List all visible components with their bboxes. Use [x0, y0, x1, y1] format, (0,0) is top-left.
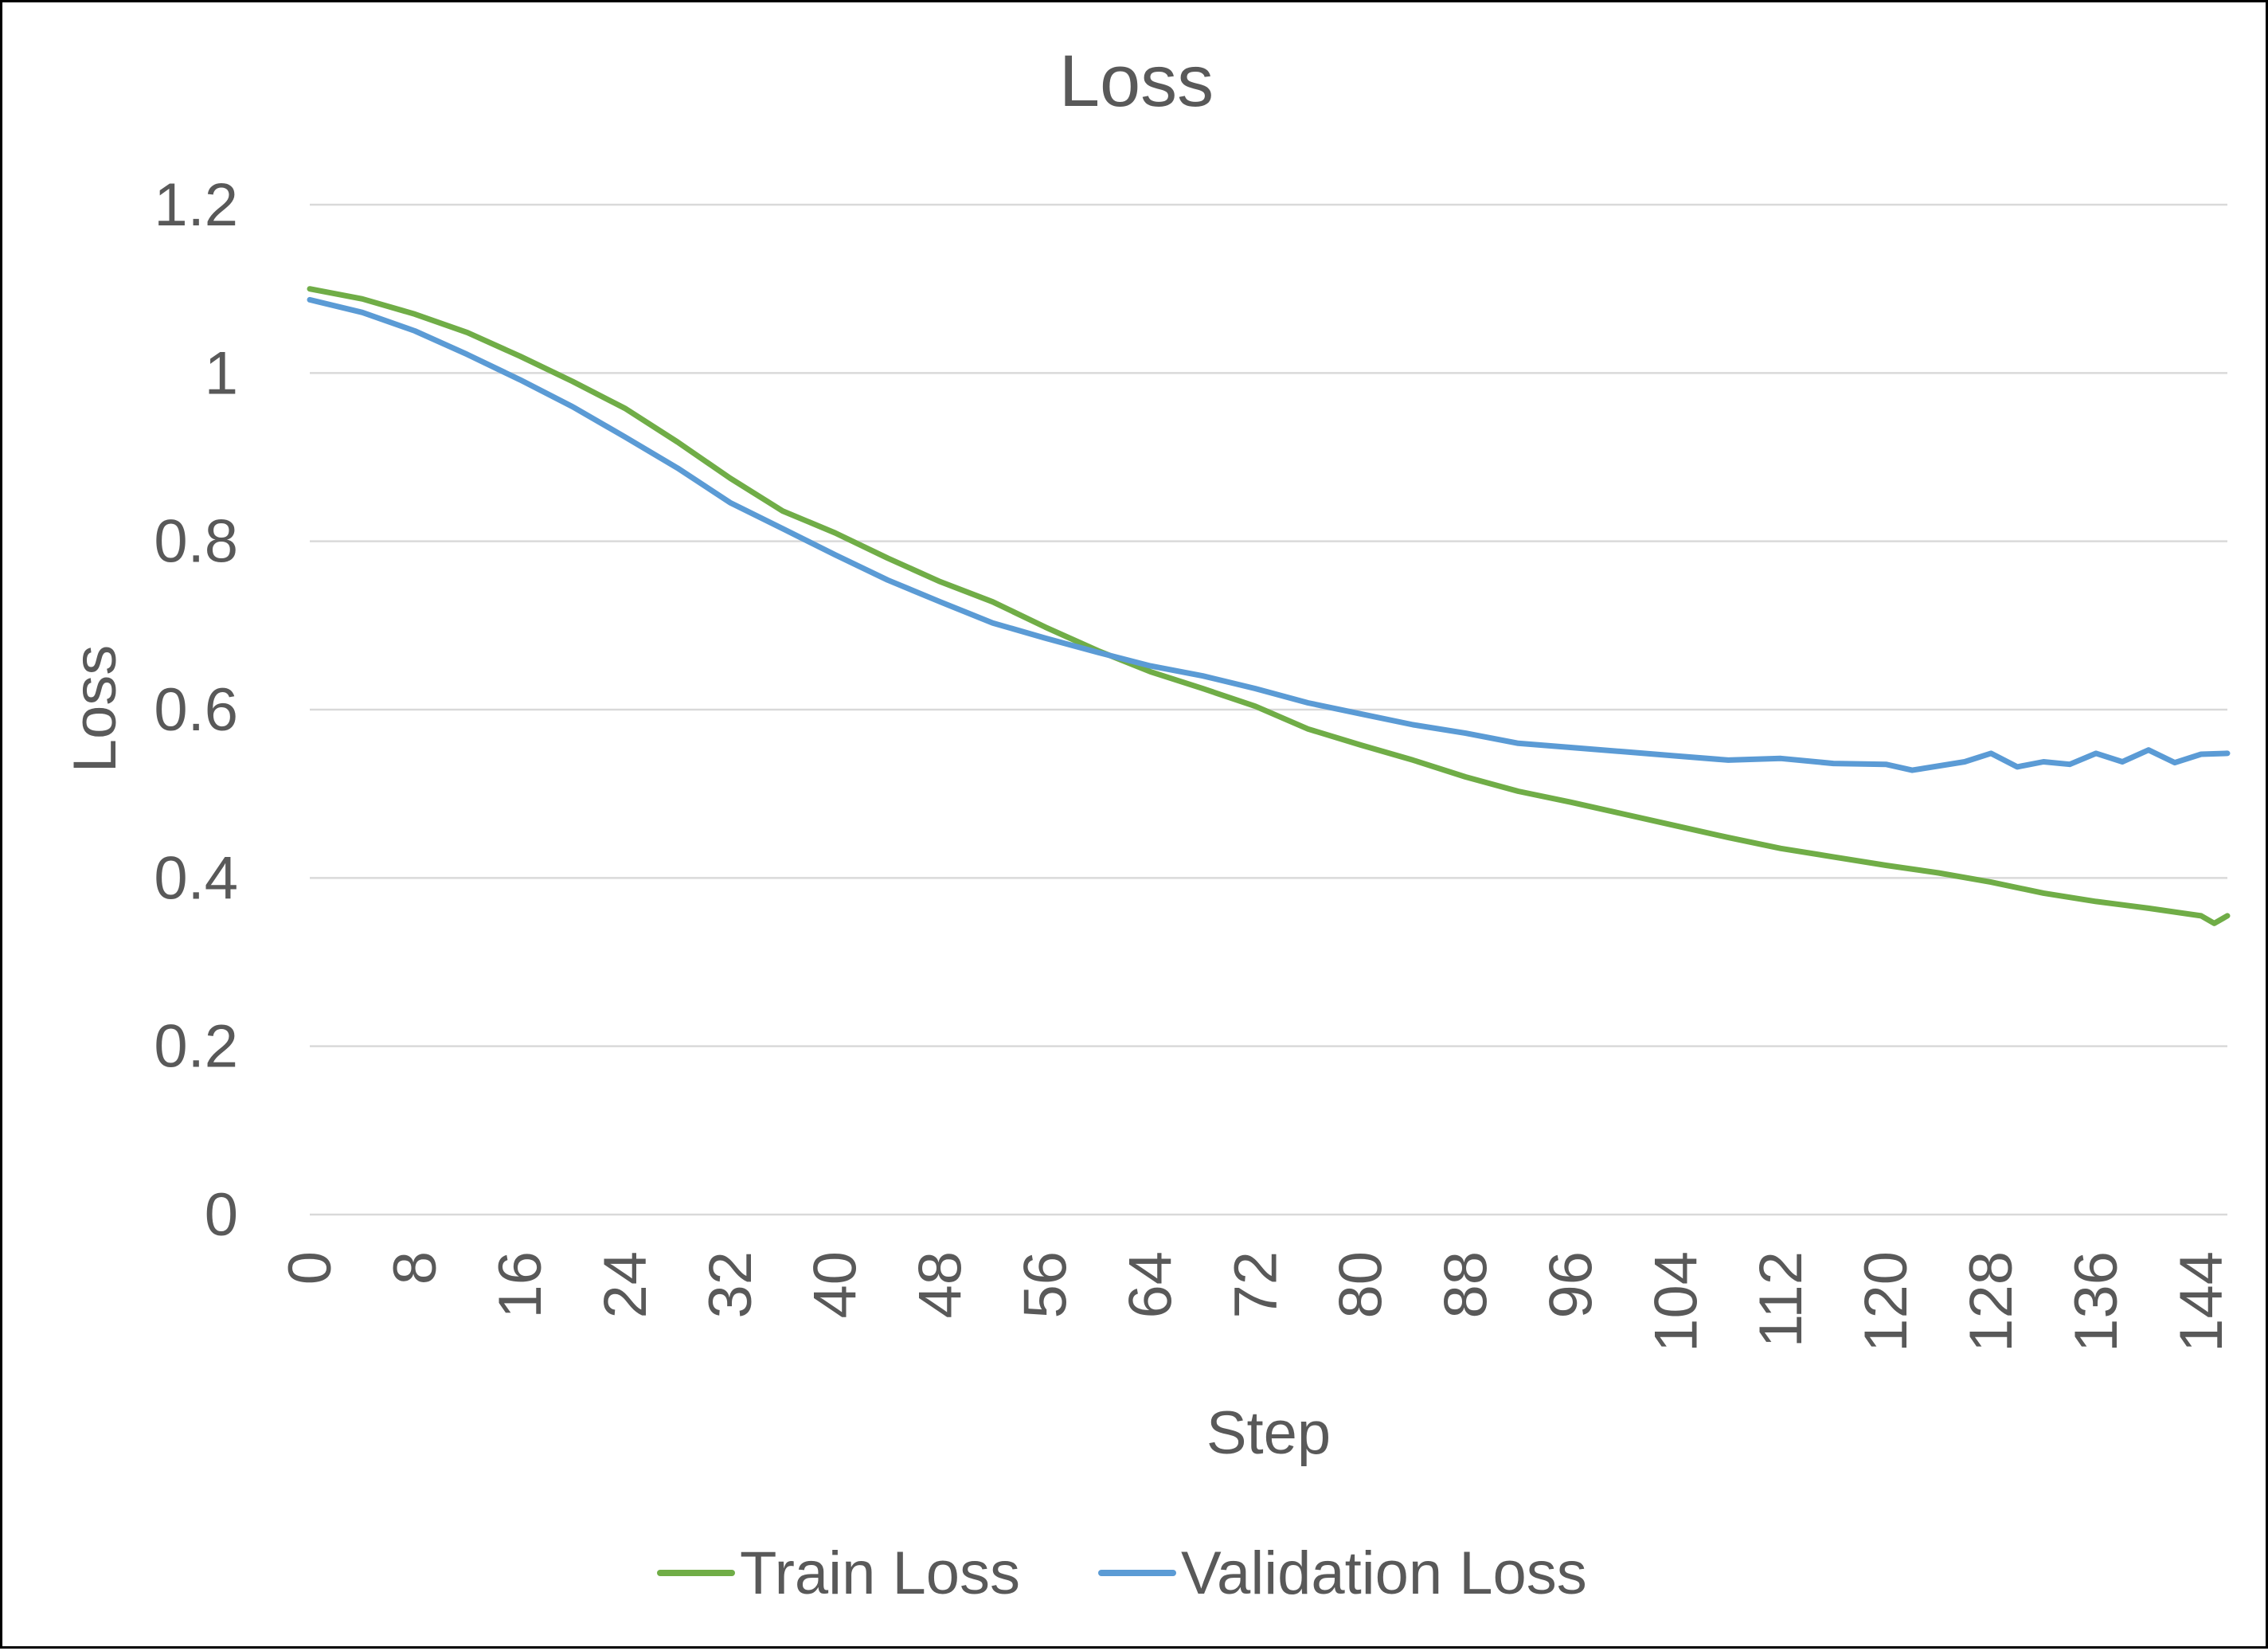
legend-label-train-loss: Train Loss — [740, 1539, 1020, 1607]
x-tick-label: 8 — [381, 1251, 449, 1285]
series-line-validation-loss — [307, 296, 2231, 773]
x-tick-label: 88 — [1432, 1251, 1500, 1319]
y-axis-tick-labels: 0 0.2 0.4 0.6 0.8 1 1.2 — [154, 171, 238, 1249]
y-tick-label: 1.2 — [154, 171, 238, 239]
gridlines — [310, 203, 2227, 1216]
x-tick-label: 56 — [1012, 1251, 1080, 1319]
x-tick-label: 112 — [1747, 1251, 1815, 1348]
y-tick-label: 0.2 — [154, 1013, 238, 1081]
x-tick-label: 96 — [1537, 1251, 1605, 1319]
y-tick-label: 0.4 — [154, 844, 238, 912]
y-tick-label: 0.8 — [154, 508, 238, 576]
x-tick-label: 136 — [2063, 1251, 2130, 1352]
series-lines — [307, 286, 2231, 926]
x-tick-label: 128 — [1957, 1251, 2025, 1352]
x-tick-label: 40 — [802, 1251, 870, 1319]
x-tick-label: 32 — [697, 1251, 764, 1319]
chart-title: Loss — [1059, 41, 1214, 122]
y-tick-label: 1 — [205, 339, 238, 407]
x-tick-label: 0 — [276, 1251, 344, 1285]
x-tick-label: 16 — [487, 1251, 554, 1319]
legend-label-validation-loss: Validation Loss — [1181, 1539, 1587, 1607]
y-axis-title: Loss — [61, 645, 129, 773]
series-line-train-loss — [307, 286, 2231, 926]
x-tick-label: 80 — [1327, 1251, 1394, 1319]
x-tick-label: 120 — [1852, 1251, 1920, 1352]
x-axis-tick-labels: 0 8 16 24 32 40 48 56 64 72 80 88 96 104 112 120 128 136 1… — [276, 1251, 2235, 1352]
x-tick-label: 48 — [907, 1251, 975, 1319]
x-tick-label: 144 — [2168, 1251, 2235, 1352]
x-tick-label: 72 — [1222, 1251, 1290, 1319]
x-tick-label: 64 — [1117, 1251, 1185, 1319]
x-tick-label: 24 — [592, 1251, 659, 1319]
y-tick-label: 0 — [205, 1181, 238, 1249]
y-tick-label: 0.6 — [154, 676, 238, 744]
x-axis-title: Step — [1206, 1399, 1331, 1467]
x-tick-label: 104 — [1642, 1251, 1710, 1352]
legend: Train Loss Validation Loss — [657, 1539, 1587, 1607]
